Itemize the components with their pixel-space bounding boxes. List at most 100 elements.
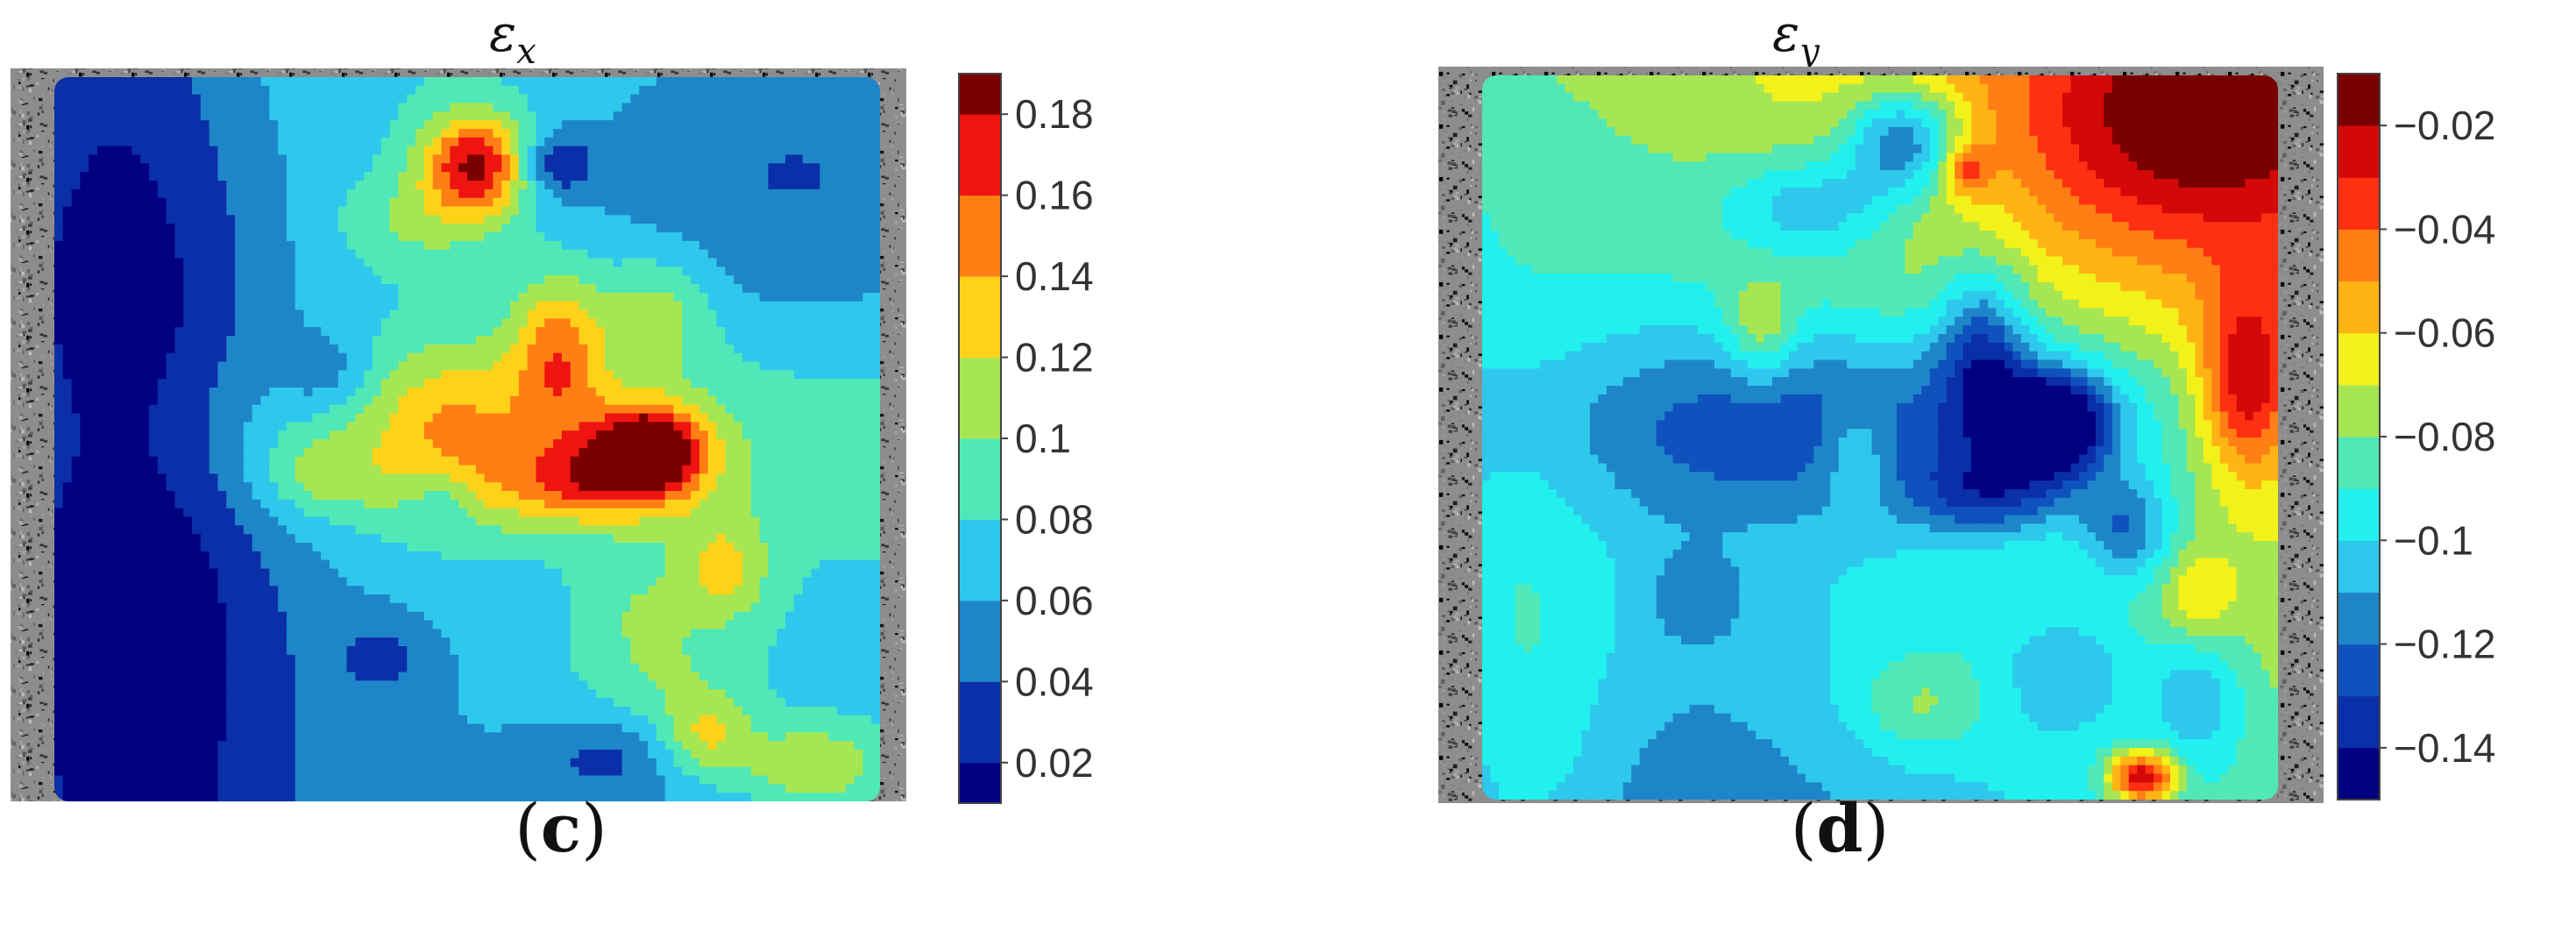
field-cell: [716, 516, 726, 526]
field-cell: [664, 206, 675, 216]
field-cell: [97, 111, 107, 121]
field-cell: [200, 465, 210, 474]
field-cell: [648, 154, 657, 164]
field-cell: [871, 344, 880, 354]
field-cell: [656, 473, 666, 483]
field-cell: [527, 249, 537, 260]
field-cell: [673, 482, 683, 492]
field-cell: [699, 388, 709, 397]
field-cell: [845, 232, 855, 242]
field-cell: [664, 404, 675, 415]
field-cell: [123, 249, 132, 260]
field-cell: [578, 310, 588, 319]
field-cell: [89, 258, 98, 267]
field-cell: [820, 258, 829, 267]
field-cell: [570, 275, 580, 285]
field-cell: [493, 388, 502, 397]
field-cell: [750, 206, 761, 216]
field-cell: [854, 327, 863, 337]
field-cell: [536, 301, 545, 311]
field-cell: [656, 430, 666, 440]
field-cell: [166, 189, 175, 199]
field-cell: [217, 508, 227, 518]
field-cell: [862, 146, 872, 156]
field-cell: [828, 301, 838, 311]
field-cell: [664, 146, 675, 156]
field-cell: [836, 508, 847, 518]
field-cell: [183, 111, 193, 121]
field-cell: [578, 249, 588, 260]
field-cell: [828, 404, 838, 415]
field-cell: [312, 395, 322, 406]
field-cell: [321, 197, 330, 208]
field-cell: [836, 120, 847, 130]
field-cell: [286, 310, 296, 319]
field-cell: [518, 473, 529, 483]
field-cell: [286, 301, 296, 311]
field-cell: [785, 439, 795, 449]
field-cell: [380, 85, 391, 96]
field-cell: [854, 508, 863, 518]
field-cell: [200, 388, 210, 397]
field-cell: [630, 352, 640, 363]
field-cell: [415, 456, 425, 466]
field-cell: [656, 482, 666, 492]
field-cell: [260, 482, 270, 492]
field-cell: [105, 146, 116, 156]
field-cell: [286, 352, 296, 363]
field-cell: [596, 77, 606, 87]
field-cell: [664, 508, 675, 518]
field-cell: [450, 85, 459, 96]
field-cell: [97, 120, 107, 130]
field-cell: [423, 336, 434, 345]
field-cell: [605, 111, 614, 121]
field-cell: [80, 284, 89, 294]
field-cell: [157, 318, 167, 328]
field-cell: [716, 154, 726, 164]
field-cell: [97, 516, 107, 526]
field-cell: [828, 439, 838, 449]
field-cell: [578, 395, 588, 406]
field-cell: [596, 249, 606, 260]
field-cell: [621, 491, 632, 501]
field-cell: [656, 224, 666, 233]
field-cell: [398, 172, 408, 181]
field-cell: [854, 197, 863, 208]
field-cell: [656, 439, 666, 449]
field-cell: [252, 439, 262, 449]
field-cell: [691, 146, 700, 156]
field-cell: [105, 447, 116, 458]
field-cell: [639, 482, 649, 492]
field-cell: [80, 275, 89, 285]
field-cell: [630, 137, 640, 147]
field-cell: [330, 111, 339, 121]
field-cell: [192, 240, 202, 251]
field-cell: [174, 189, 184, 199]
field-cell: [630, 172, 640, 181]
field-cell: [725, 111, 734, 121]
field-cell: [648, 129, 657, 139]
field-cell: [673, 275, 683, 285]
field-cell: [252, 137, 262, 147]
field-cell: [458, 361, 468, 371]
field-cell: [475, 206, 486, 216]
field-cell: [785, 240, 795, 251]
field-cell: [759, 154, 770, 164]
field-cell: [423, 224, 434, 233]
field-cell: [450, 224, 459, 233]
field-cell: [295, 318, 305, 328]
field-cell: [768, 206, 777, 216]
field-cell: [398, 516, 408, 526]
field-cell: [639, 240, 649, 251]
field-cell: [157, 181, 167, 190]
field-cell: [467, 327, 477, 337]
field-cell: [854, 284, 863, 294]
field-cell: [630, 465, 640, 474]
field-cell: [157, 430, 167, 440]
field-cell: [243, 129, 253, 139]
field-cell: [140, 215, 150, 224]
field-cell: [131, 344, 141, 354]
field-cell: [157, 249, 167, 260]
field-cell: [389, 129, 400, 139]
field-cell: [759, 172, 770, 181]
